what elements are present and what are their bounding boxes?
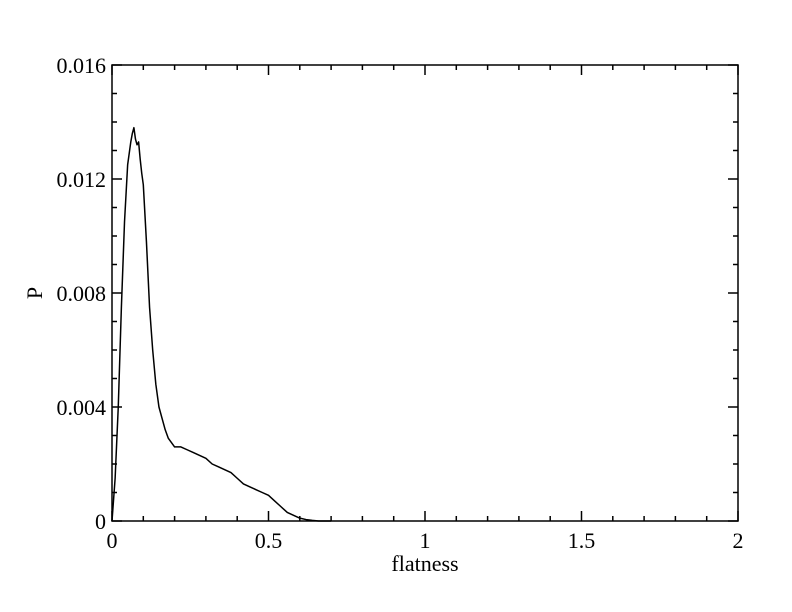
y-tick-label: 0.016 <box>57 53 107 78</box>
x-axis-label: flatness <box>391 551 458 576</box>
x-tick-label: 0 <box>107 528 118 553</box>
x-tick-labels: 0 0.5 1 1.5 2 <box>107 528 744 553</box>
x-tick-label: 2 <box>733 528 744 553</box>
plot-frame <box>111 64 739 522</box>
y-tick-label: 0 <box>95 509 106 534</box>
major-ticks <box>111 64 739 522</box>
y-tick-labels: 0 0.004 0.008 0.012 0.016 <box>57 53 107 534</box>
x-tick-label: 1 <box>420 528 431 553</box>
x-tick-label: 0.5 <box>255 528 283 553</box>
y-tick-label: 0.012 <box>57 167 107 192</box>
data-line <box>111 126 332 522</box>
y-tick-label: 0.008 <box>57 281 107 306</box>
minor-ticks <box>112 65 738 521</box>
x-tick-label: 1.5 <box>568 528 596 553</box>
y-axis-label: P <box>22 287 47 299</box>
y-tick-label: 0.004 <box>57 395 107 420</box>
